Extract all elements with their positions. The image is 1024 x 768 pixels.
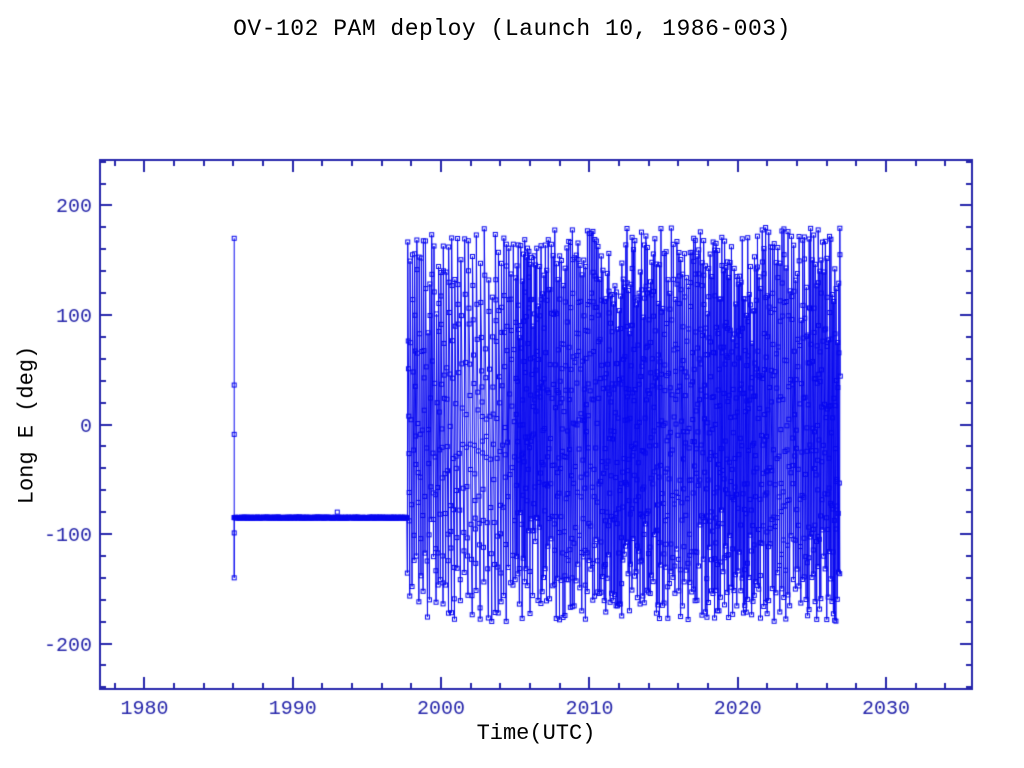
chart-title: OV-102 PAM deploy (Launch 10, 1986-003) [233, 16, 791, 42]
y-axis-label: Long E (deg) [14, 345, 40, 505]
x-axis-label: Time(UTC) [476, 721, 596, 746]
